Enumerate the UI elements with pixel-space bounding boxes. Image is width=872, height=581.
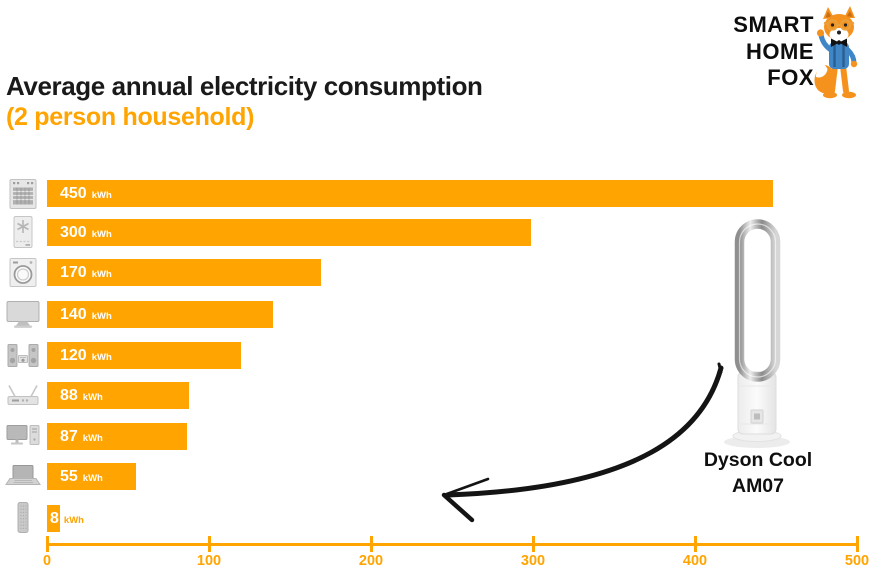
- logo-line: FOX: [767, 65, 814, 90]
- bar-oven: 450 kWh: [47, 180, 774, 207]
- bar-unit: kWh: [91, 229, 112, 240]
- fridge-freezer-icon: [2, 216, 44, 248]
- bar-track: 140 kWh: [47, 301, 854, 328]
- header: Average annual electricity consumption (…: [6, 71, 483, 132]
- bar-router: 88 kWh: [47, 382, 190, 409]
- bar-unit: kWh: [82, 392, 103, 403]
- bar-track: 120 kWh: [47, 342, 854, 369]
- x-axis-tick-label: 300: [520, 553, 546, 569]
- bar-unit: kWh: [63, 515, 84, 526]
- chart-row-oven: 450 kWh: [0, 179, 872, 209]
- bar-track: 55 kWh: [47, 463, 854, 490]
- bar-track: 450 kWh: [47, 180, 854, 207]
- stereo-system-icon: [2, 342, 44, 369]
- wifi-router-icon: [2, 382, 44, 409]
- x-axis-tick-label: 500: [844, 553, 870, 569]
- laptop-icon: [2, 463, 44, 490]
- x-axis-tick-label: 200: [358, 553, 384, 569]
- logo-line: HOME: [746, 38, 814, 64]
- tower-fan-icon: [2, 502, 44, 533]
- bar-track: 8 kWh: [47, 505, 854, 532]
- chart-row-laptop: 55 kWh: [0, 463, 872, 490]
- logo-line: SMART: [733, 12, 814, 37]
- chart-row-router: 88 kWh: [0, 382, 872, 409]
- bar-track: 300 kWh: [47, 219, 854, 246]
- x-axis: 0 100 200 300 400 500: [43, 536, 869, 569]
- x-axis-tick-label: 0: [42, 553, 52, 569]
- bar-dyson-fan: 8 kWh: [47, 505, 84, 532]
- chart-row-stereo: 120 kWh: [0, 342, 872, 369]
- bar-track: 88 kWh: [47, 382, 854, 409]
- bar-track: 87 kWh: [47, 423, 854, 450]
- bar-unit: kWh: [91, 352, 112, 363]
- brand-logo: SMART HOME FOX: [733, 6, 864, 105]
- bar-value: 140: [60, 306, 87, 323]
- bar-fridge-freezer: 300 kWh: [47, 219, 532, 246]
- fox-mascot-icon: [810, 6, 864, 105]
- washing-machine-icon: [2, 258, 44, 287]
- annotation-label: Dyson Cool AM07: [694, 447, 822, 499]
- chart-row-desktop: 87 kWh: [0, 423, 872, 450]
- brand-logo-text: SMART HOME FOX: [733, 12, 814, 92]
- annotation-line-2: AM07: [731, 475, 785, 497]
- bar-value: 87: [60, 428, 78, 445]
- x-axis-tick-label: 100: [196, 553, 222, 569]
- bar-value: 88: [60, 387, 78, 404]
- dyson-fan-image: [714, 216, 800, 459]
- bar-track: 170 kWh: [47, 259, 854, 286]
- bar-laptop: 55 kWh: [47, 463, 136, 490]
- bar-value: 170: [60, 264, 87, 281]
- bar-unit: kWh: [82, 473, 103, 484]
- x-axis-tick-label: 400: [682, 553, 708, 569]
- tv-icon: [2, 301, 44, 328]
- bar-unit: kWh: [91, 311, 112, 322]
- bar-stereo: 120 kWh: [47, 342, 241, 369]
- desktop-computer-icon: [2, 423, 44, 450]
- oven-icon: [2, 179, 44, 209]
- bar-unit: kWh: [82, 433, 103, 444]
- bar-value: 8: [50, 510, 59, 527]
- bar-value: 120: [60, 347, 87, 364]
- bar-desktop: 87 kWh: [47, 423, 188, 450]
- bar-value: 450: [60, 185, 87, 202]
- chart-row-dyson-fan: 8 kWh: [0, 502, 872, 533]
- page-subtitle: (2 person household): [6, 103, 255, 131]
- chart-row-washing-machine: 170 kWh: [0, 258, 872, 287]
- chart-row-freezer: 300 kWh: [0, 216, 872, 248]
- bar-value: 55: [60, 468, 78, 485]
- annotation-line-1: Dyson Cool: [703, 449, 813, 471]
- chart-row-tv: 140 kWh: [0, 301, 872, 328]
- page-title: Average annual electricity consumption: [6, 71, 483, 101]
- bar-tv: 140 kWh: [47, 301, 273, 328]
- bar-value: 300: [60, 224, 87, 241]
- bar-unit: kWh: [91, 190, 112, 201]
- bar-washing-machine: 170 kWh: [47, 259, 322, 286]
- bar-unit: kWh: [91, 269, 112, 280]
